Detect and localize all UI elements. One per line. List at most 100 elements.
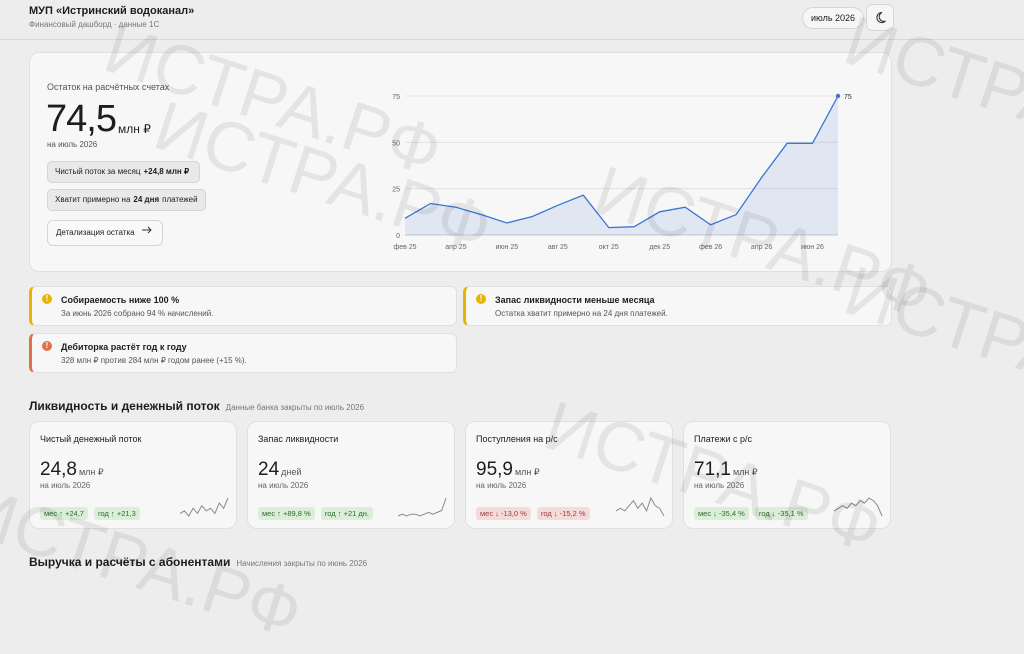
alert-icon: ! [476, 294, 486, 304]
alert: ! Собираемость ниже 100 % За июнь 2026 соб… [29, 286, 457, 326]
x-tick-label: апр 26 [751, 244, 772, 251]
x-tick-label: окт 25 [599, 244, 619, 251]
delta-chip: год ↑ +21 дн. [320, 507, 374, 520]
kpi-unit: млн ₽ [514, 467, 540, 477]
section-note: Данные банка закрыты по июль 2026 [225, 403, 365, 412]
delta-chip: год ↓ -15,2 % [536, 507, 590, 520]
kpi-chips: мес ↓ -35,4 % год ↓ -35,1 % [694, 507, 808, 520]
delta-chip: мес ↑ +89,8 % [258, 507, 315, 520]
alert: ! Запас ликвидности меньше месяца Остатка … [463, 286, 892, 326]
delta-chip: год ↑ +21,3 [93, 507, 140, 520]
x-tick-label: дек 25 [649, 244, 670, 251]
section-heading: Выручка и расчёты с абонентами Начисления… [29, 555, 367, 569]
kpi-number: 71,1 [694, 459, 731, 480]
kpi-card: Поступления на р/с 95,9 млн ₽ на июль 2026 м… [465, 421, 673, 529]
balance-sub: на июль 2026 [47, 140, 98, 149]
details-button[interactable]: Детализация остатка [47, 220, 163, 246]
kpi-sub: на июль 2026 [258, 481, 309, 490]
chip-strong: 24 дня [133, 195, 160, 204]
kpi-value: 24 дней [258, 459, 301, 481]
delta-chip: мес ↓ -13,0 % [476, 507, 531, 520]
x-tick-label: авг 25 [548, 244, 568, 251]
kpi-sub: на июль 2026 [694, 481, 745, 490]
watermark: ИСТРА.РФ [835, 250, 1024, 433]
sparkline-line [615, 496, 665, 517]
x-tick-label: июн 26 [801, 244, 824, 251]
kpi-sub: на июль 2026 [476, 481, 527, 490]
kpi-title: Поступления на р/с [476, 434, 558, 444]
kpi-chips: мес ↓ -13,0 % год ↓ -15,2 % [476, 507, 590, 520]
x-tick-label: июн 25 [495, 244, 518, 251]
kpi-number: 24,8 [40, 459, 77, 480]
alert-text: За июнь 2026 собрано 94 % начислений. [61, 309, 214, 318]
kpi-card: Платежи с р/с 71,1 млн ₽ на июль 2026 мес ↓ … [683, 421, 891, 529]
balance-value: 74,5 [46, 98, 117, 140]
balance-label: Остаток на расчётных счетах [47, 82, 170, 92]
line [404, 95, 839, 229]
kpi-sub: на июль 2026 [40, 481, 91, 490]
end-point [835, 93, 841, 99]
kpi-value: 95,9 млн ₽ [476, 459, 540, 481]
chip-tail: платежей [162, 195, 198, 204]
y-tick-label: 0 [396, 233, 400, 240]
coverage-chip: Хватит примерно на 24 дня платежей [47, 189, 206, 211]
sparkline-line [397, 497, 447, 517]
sparkline [179, 497, 229, 517]
kpi-value: 24,8 млн ₽ [40, 459, 104, 481]
period-selector[interactable]: июль 2026 [802, 7, 865, 29]
org-title: МУП «Истринский водоканал» [29, 5, 195, 17]
chip-text: Чистый поток за месяц [55, 167, 141, 176]
sparkline [397, 497, 447, 517]
org-subtitle: Финансовый дашборд · данные 1С [29, 20, 160, 29]
kpi-number: 24 [258, 459, 280, 480]
kpi-title: Запас ликвидности [258, 434, 339, 444]
chip-strong: +24,8 млн ₽ [143, 167, 190, 176]
y-tick-label: 25 [392, 187, 400, 194]
kpi-chips: мес ↑ +24,7 год ↑ +21,3 [40, 507, 140, 520]
x-tick-label: фев 26 [699, 244, 722, 251]
alert-text: 328 млн ₽ против 284 млн ₽ годом ранее (… [61, 356, 247, 365]
x-tick-label: фев 25 [393, 244, 416, 251]
section-heading: Ликвидность и денежный поток Данные банка… [29, 399, 364, 413]
x-tick-label: апр 25 [445, 244, 466, 251]
alert-icon: ! [42, 341, 52, 351]
kpi-card: Запас ликвидности 24 дней на июль 2026 мес ↑… [247, 421, 455, 529]
top-bar [0, 0, 1024, 40]
flow-chip: Чистый поток за месяц +24,8 млн ₽ [47, 161, 201, 183]
button-label: Детализация остатка [56, 228, 135, 237]
kpi-chips: мес ↑ +89,8 % год ↑ +21 дн. [258, 507, 374, 520]
balance-chart: 0 25 50 75 фев 25 апр 25 июн 25 авг 25 окт 25 дек… [392, 93, 852, 251]
section-title: Ликвидность и денежный поток [29, 399, 220, 413]
alert-title: Дебиторка растёт год к году [61, 342, 187, 352]
y-tick-label: 75 [392, 94, 400, 101]
arrow-icon [141, 226, 152, 234]
kpi-card: Чистый денежный поток 24,8 млн ₽ на июль 20… [29, 421, 237, 529]
alert: ! Дебиторка растёт год к году 328 млн ₽ пр… [29, 333, 457, 373]
kpi-title: Платежи с р/с [694, 434, 753, 444]
kpi-unit: млн ₽ [732, 467, 758, 477]
alert-title: Запас ликвидности меньше месяца [495, 295, 655, 305]
end-label: 75 [844, 94, 852, 101]
section-note: Начисления закрыты по июнь 2026 [236, 559, 368, 568]
moon-icon [876, 11, 886, 24]
sparkline [615, 496, 665, 517]
kpi-value: 71,1 млн ₽ [694, 459, 758, 481]
chip-text: Хватит примерно на [55, 195, 131, 204]
balance-unit: млн ₽ [118, 122, 151, 136]
theme-toggle[interactable] [866, 4, 894, 31]
section-title: Выручка и расчёты с абонентами [29, 555, 231, 569]
kpi-number: 95,9 [476, 459, 513, 480]
kpi-title: Чистый денежный поток [40, 434, 142, 444]
sparkline-line [179, 497, 229, 517]
y-tick-label: 50 [392, 140, 400, 147]
sparkline-line [833, 497, 883, 517]
alert-text: Остатка хватит примерно на 24 дня платеж… [495, 309, 668, 318]
delta-chip: год ↓ -35,1 % [754, 507, 808, 520]
delta-chip: мес ↑ +24,7 [40, 507, 88, 520]
kpi-unit: дней [281, 467, 302, 477]
kpi-unit: млн ₽ [78, 467, 104, 477]
area [405, 96, 838, 235]
alert-title: Собираемость ниже 100 % [61, 295, 180, 305]
